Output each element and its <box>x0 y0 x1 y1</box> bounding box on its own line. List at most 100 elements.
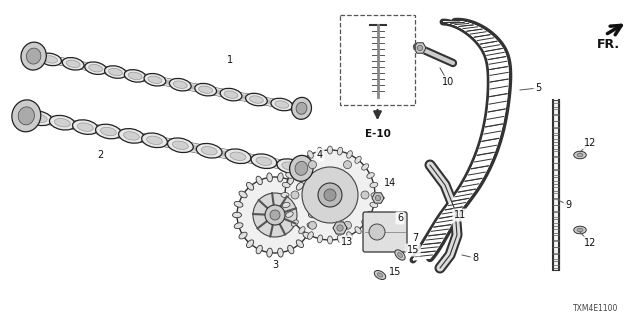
Ellipse shape <box>40 53 61 66</box>
Ellipse shape <box>95 124 121 139</box>
Polygon shape <box>474 158 492 162</box>
Polygon shape <box>490 87 508 92</box>
Polygon shape <box>467 173 485 177</box>
Polygon shape <box>433 226 450 229</box>
Ellipse shape <box>355 156 361 163</box>
Polygon shape <box>490 67 508 70</box>
Text: 12: 12 <box>584 238 596 248</box>
Polygon shape <box>459 25 474 27</box>
Polygon shape <box>479 148 496 152</box>
Text: 9: 9 <box>565 200 571 210</box>
Ellipse shape <box>26 48 41 64</box>
Polygon shape <box>431 229 449 232</box>
Text: 7: 7 <box>412 233 418 243</box>
Polygon shape <box>437 219 454 222</box>
Polygon shape <box>478 39 495 42</box>
Polygon shape <box>490 81 508 85</box>
Polygon shape <box>451 22 465 23</box>
Polygon shape <box>481 43 499 46</box>
Polygon shape <box>490 93 507 98</box>
Polygon shape <box>470 167 488 171</box>
Ellipse shape <box>277 159 303 173</box>
Ellipse shape <box>256 245 262 254</box>
Circle shape <box>337 225 343 231</box>
Circle shape <box>237 177 313 253</box>
Polygon shape <box>419 249 436 251</box>
Polygon shape <box>418 251 435 253</box>
Polygon shape <box>470 168 488 172</box>
Polygon shape <box>459 187 477 191</box>
Polygon shape <box>463 27 479 29</box>
Polygon shape <box>475 35 492 38</box>
Text: 2: 2 <box>97 150 103 160</box>
Polygon shape <box>453 196 470 200</box>
Polygon shape <box>454 23 468 25</box>
Polygon shape <box>488 105 506 109</box>
Text: FR.: FR. <box>597 38 620 51</box>
Polygon shape <box>465 28 481 30</box>
Polygon shape <box>482 44 499 47</box>
Polygon shape <box>333 222 347 234</box>
Ellipse shape <box>374 270 386 279</box>
Polygon shape <box>467 174 484 178</box>
Ellipse shape <box>225 149 251 164</box>
Polygon shape <box>450 22 464 23</box>
Text: 3: 3 <box>272 260 278 270</box>
Polygon shape <box>449 22 463 23</box>
Ellipse shape <box>296 102 307 114</box>
Polygon shape <box>490 90 508 94</box>
Ellipse shape <box>100 127 116 136</box>
Polygon shape <box>429 231 447 234</box>
Polygon shape <box>487 116 504 121</box>
Polygon shape <box>469 169 487 173</box>
Polygon shape <box>424 240 442 243</box>
Polygon shape <box>490 76 508 80</box>
Polygon shape <box>449 202 466 206</box>
Polygon shape <box>486 52 504 56</box>
Polygon shape <box>453 23 467 24</box>
Polygon shape <box>479 145 497 149</box>
Polygon shape <box>458 188 476 192</box>
Text: 4: 4 <box>317 150 323 160</box>
Polygon shape <box>488 111 505 116</box>
Polygon shape <box>436 221 453 224</box>
Polygon shape <box>484 48 502 52</box>
Text: 13: 13 <box>341 237 353 247</box>
Polygon shape <box>490 84 508 88</box>
Polygon shape <box>466 29 482 31</box>
Ellipse shape <box>290 156 313 181</box>
Polygon shape <box>490 69 508 73</box>
Polygon shape <box>457 191 474 195</box>
Polygon shape <box>415 255 433 257</box>
Ellipse shape <box>367 212 374 217</box>
Polygon shape <box>439 215 456 219</box>
Circle shape <box>265 205 285 225</box>
Ellipse shape <box>295 161 308 175</box>
Ellipse shape <box>287 176 294 185</box>
Polygon shape <box>483 132 500 136</box>
Polygon shape <box>468 30 484 33</box>
Ellipse shape <box>271 98 292 111</box>
Polygon shape <box>463 181 481 185</box>
Ellipse shape <box>12 100 41 132</box>
Ellipse shape <box>49 116 75 130</box>
Polygon shape <box>465 177 483 181</box>
Ellipse shape <box>303 232 311 239</box>
Polygon shape <box>487 53 505 57</box>
Polygon shape <box>483 135 500 139</box>
Polygon shape <box>481 42 499 46</box>
Ellipse shape <box>296 182 303 190</box>
Polygon shape <box>484 130 501 134</box>
Polygon shape <box>464 179 481 183</box>
Polygon shape <box>434 224 451 227</box>
Polygon shape <box>477 37 493 41</box>
Ellipse shape <box>371 193 379 197</box>
Ellipse shape <box>21 42 46 70</box>
Polygon shape <box>453 195 471 199</box>
Polygon shape <box>413 257 431 260</box>
Ellipse shape <box>275 101 289 108</box>
Polygon shape <box>413 257 431 259</box>
Polygon shape <box>433 225 451 228</box>
Polygon shape <box>472 164 490 168</box>
Ellipse shape <box>85 62 106 75</box>
